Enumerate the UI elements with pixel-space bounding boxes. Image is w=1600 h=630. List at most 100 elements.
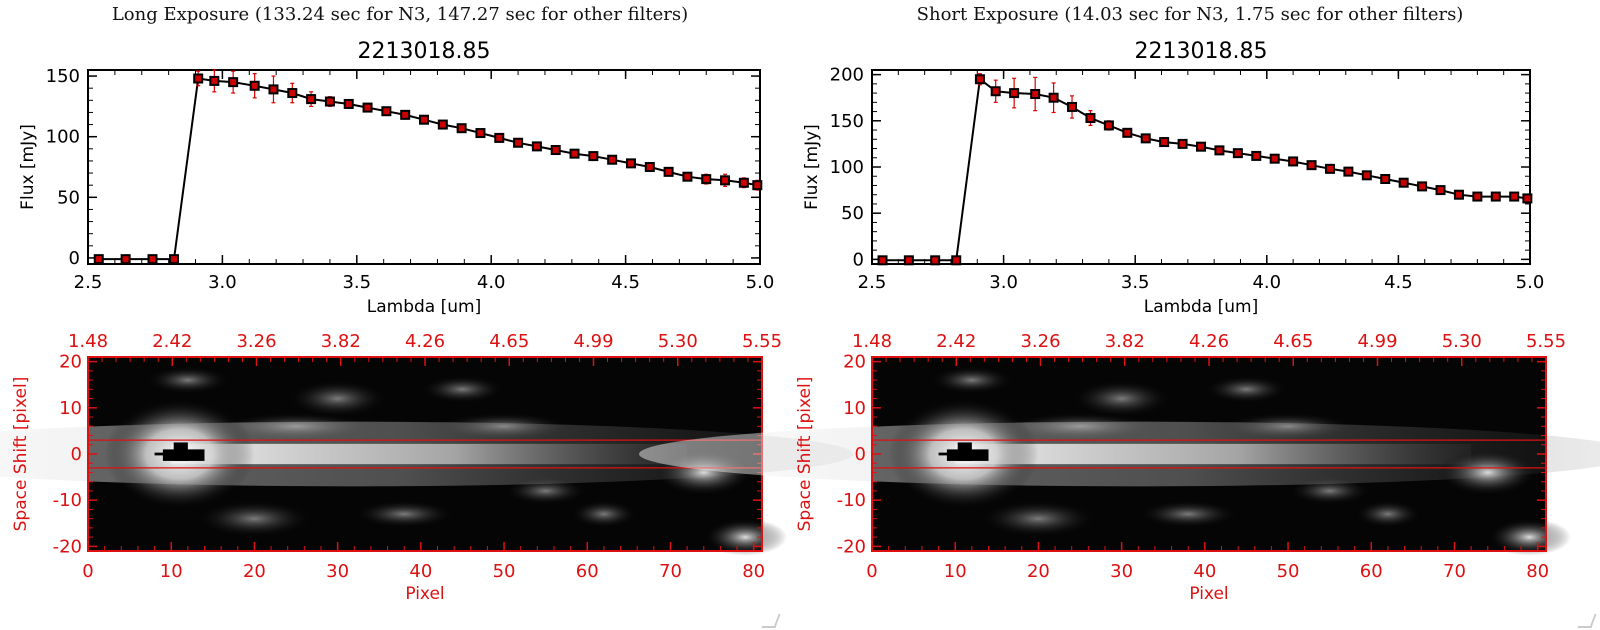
pixel-tick-label: 40 <box>1193 561 1216 582</box>
background-patch <box>1204 375 1289 404</box>
pixel-tick-label: 0 <box>82 561 93 582</box>
data-point <box>437 119 448 130</box>
shift-tick-label: 20 <box>59 352 82 373</box>
x-tick-label: 4.0 <box>1252 272 1281 293</box>
data-point <box>752 180 763 191</box>
wavelength-tick-label: 5.30 <box>658 331 698 352</box>
shift-tick-label: -20 <box>53 536 82 557</box>
data-point <box>1269 153 1280 164</box>
data-point <box>1232 148 1243 159</box>
x-tick-label: 2.5 <box>74 272 103 293</box>
wavelength-tick-label: 4.26 <box>405 331 445 352</box>
wavelength-tick-label: 1.48 <box>68 331 108 352</box>
shift-tick-label: -10 <box>837 490 866 511</box>
data-point <box>1324 163 1335 174</box>
y-tick-label: 50 <box>841 203 864 224</box>
background-patch <box>196 500 313 538</box>
data-point <box>1067 101 1078 112</box>
data-point <box>663 166 674 177</box>
neighbor-source <box>703 518 787 556</box>
shift-tick-label: 0 <box>855 444 866 465</box>
pixel-tick-label: 70 <box>1443 561 1466 582</box>
wavelength-tick-label: 3.26 <box>236 331 276 352</box>
pixel-tick-label: 0 <box>866 561 877 582</box>
pixel-tick-label: 60 <box>576 561 599 582</box>
shift-axis-title: Space Shift [pixel] <box>11 377 31 532</box>
data-point <box>1417 181 1428 192</box>
data-point <box>607 154 618 165</box>
data-point <box>268 84 279 95</box>
data-point <box>1343 166 1354 177</box>
wavelength-tick-label: 5.30 <box>1442 331 1482 352</box>
data-point <box>324 96 335 107</box>
neighbor-source <box>1487 518 1571 556</box>
data-point <box>93 254 104 265</box>
x-axis-title: Lambda [um] <box>367 297 481 317</box>
data-point <box>1435 185 1446 196</box>
data-point <box>930 255 941 266</box>
wavelength-tick-label: 4.26 <box>1189 331 1229 352</box>
x-tick-label: 4.5 <box>1384 272 1413 293</box>
wavelength-tick-label: 3.82 <box>1105 331 1145 352</box>
data-point <box>1306 160 1317 171</box>
shift-tick-label: -20 <box>837 536 866 557</box>
data-point <box>990 86 1001 97</box>
wavelength-tick-label: 5.55 <box>742 331 782 352</box>
data-point <box>588 151 599 162</box>
pixel-tick-label: 80 <box>742 561 765 582</box>
data-point <box>951 255 962 266</box>
data-point <box>531 141 542 152</box>
data-point <box>228 77 239 88</box>
chart-title: 2213018.85 <box>1135 39 1268 64</box>
data-point <box>120 254 131 265</box>
data-point <box>1522 193 1533 204</box>
data-point <box>381 106 392 117</box>
data-point <box>550 145 561 156</box>
data-point <box>193 73 204 84</box>
data-point <box>419 114 429 125</box>
data-point <box>1177 138 1188 149</box>
y-tick-label: 150 <box>46 66 80 87</box>
spectral-image <box>639 357 1600 556</box>
spectral-image <box>0 357 854 556</box>
data-point <box>1030 89 1041 100</box>
plot-frame <box>87 69 761 265</box>
background-patch <box>1138 500 1239 528</box>
flux-series-line <box>882 77 1528 262</box>
x-tick-label: 3.0 <box>989 272 1018 293</box>
pixel-tick-label: 80 <box>1526 561 1549 582</box>
data-point <box>147 254 158 265</box>
saturated-pixels <box>957 442 972 461</box>
saturated-pixels <box>173 442 188 461</box>
wavelength-tick-label: 2.42 <box>936 331 976 352</box>
y-axis-title: Flux [mJy] <box>802 124 822 210</box>
data-point <box>569 148 580 159</box>
spectral-trace <box>955 443 1472 465</box>
data-point <box>249 80 260 91</box>
saturated-pixels <box>938 452 956 456</box>
pixel-axis-title: Pixel <box>1189 584 1228 604</box>
plot-frame <box>871 69 1531 265</box>
background-patch <box>146 366 230 394</box>
data-point <box>1085 113 1096 124</box>
background-patch <box>354 500 455 528</box>
background-patch <box>1354 500 1422 528</box>
y-axis-title: Flux [mJy] <box>18 124 38 210</box>
data-point <box>682 171 693 182</box>
data-point <box>1140 133 1151 144</box>
data-point <box>1490 191 1501 202</box>
background-patch <box>420 375 505 404</box>
shift-tick-label: 10 <box>59 398 82 419</box>
pixel-tick-label: 50 <box>1277 561 1300 582</box>
x-tick-label: 5.0 <box>1516 272 1545 293</box>
data-point <box>903 255 914 266</box>
data-point <box>475 128 486 139</box>
x-tick-label: 2.5 <box>858 272 887 293</box>
spectral-trace <box>171 443 688 465</box>
shift-tick-label: 0 <box>71 444 82 465</box>
pixel-tick-label: 20 <box>1027 561 1050 582</box>
data-point <box>1009 88 1020 99</box>
x-tick-label: 3.5 <box>1121 272 1150 293</box>
data-point <box>169 254 180 265</box>
x-tick-label: 4.0 <box>477 272 506 293</box>
